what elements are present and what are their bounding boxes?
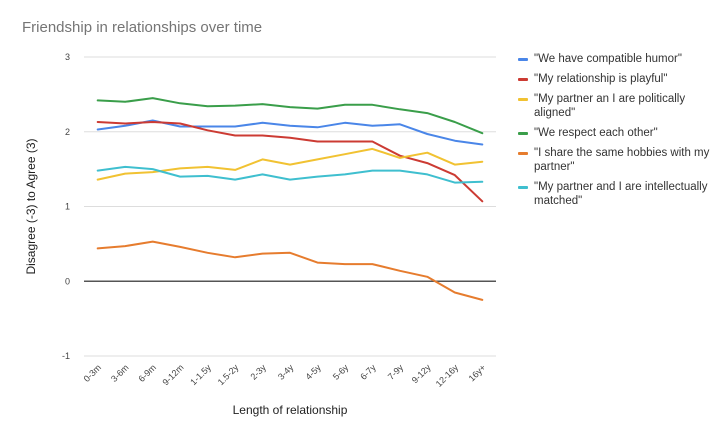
legend-item: "My partner an I are politically aligned…	[518, 92, 714, 120]
x-tick-label: 6-7y	[358, 362, 378, 382]
x-tick-label: 16y+	[467, 362, 488, 383]
x-tick-label: 6-9m	[137, 362, 159, 384]
y-tick-label: 2	[65, 127, 70, 137]
x-tick-label: 2-3y	[248, 362, 268, 382]
legend-item: "My partner and I are intellectually mat…	[518, 180, 714, 208]
legend-swatch	[518, 78, 528, 81]
x-tick-label: 3-6m	[109, 362, 131, 384]
series-line-4	[96, 97, 484, 135]
legend-label: "My relationship is playful"	[534, 73, 668, 85]
y-tick-label: 0	[65, 276, 70, 286]
legend-swatch	[518, 132, 528, 135]
legend-item: "We have compatible humor"	[518, 52, 714, 66]
chart-title: Friendship in relationships over time	[22, 19, 263, 36]
y-tick-label: -1	[62, 351, 70, 361]
x-tick-label: 7-9y	[386, 362, 406, 382]
x-tick-label: 9-12m	[160, 362, 185, 387]
x-tick-label: 3-4y	[276, 362, 296, 382]
legend-label: "My partner and I are intellectually mat…	[534, 181, 708, 207]
legend-label: "I share the same hobbies with my partne…	[534, 147, 710, 173]
legend-swatch	[518, 152, 528, 155]
x-tick-label: 5-6y	[331, 362, 351, 382]
x-axis-title: Length of relationship	[233, 403, 348, 417]
legend-swatch	[518, 58, 528, 61]
series-line-1	[96, 119, 484, 146]
legend-label: "My partner an I are politically aligned…	[534, 93, 686, 119]
legend-swatch	[518, 186, 528, 189]
series-line-5	[96, 240, 484, 301]
legend-item: "My relationship is playful"	[518, 72, 714, 86]
chart-legend: "We have compatible humor" "My relationsh…	[518, 52, 714, 214]
legend-swatch	[518, 98, 528, 101]
y-axis-title: Disagree (-3) to Agree (3)	[24, 138, 38, 274]
x-tick-label: 9-12y	[410, 362, 433, 385]
legend-item: "I share the same hobbies with my partne…	[518, 146, 714, 174]
y-tick-label: 3	[65, 52, 70, 62]
legend-label: "We have compatible humor"	[534, 53, 682, 65]
series-line-6	[96, 165, 484, 184]
x-tick-label: 1-1.5y	[188, 362, 213, 387]
x-tick-label: 12-16y	[434, 362, 461, 389]
series-line-2	[96, 121, 484, 203]
x-tick-label: 1.5-2y	[216, 362, 241, 387]
x-tick-label: 0-3m	[82, 362, 104, 384]
x-tick-label: 4-5y	[303, 362, 323, 382]
y-tick-label: 1	[65, 202, 70, 212]
legend-item: "We respect each other"	[518, 126, 714, 140]
legend-label: "We respect each other"	[534, 127, 658, 139]
